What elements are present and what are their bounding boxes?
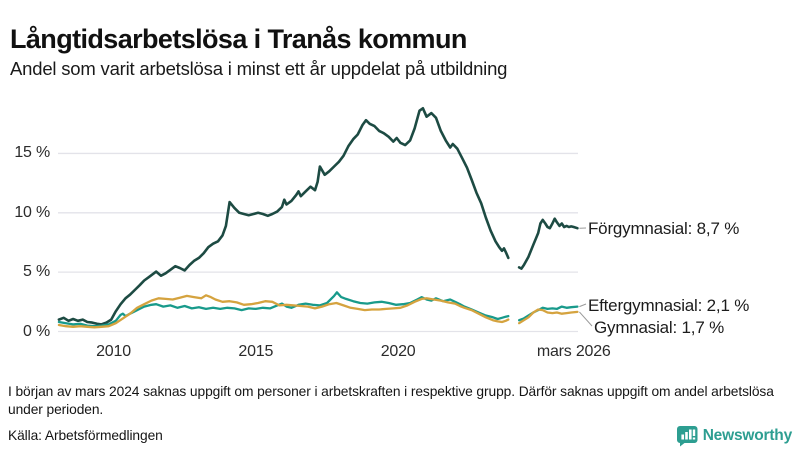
footnote: I början av mars 2024 saknas uppgift om … [8,384,774,417]
x-axis-tick-label: 2020 [380,343,416,360]
y-axis-tick-label: 0 % [23,322,50,340]
y-axis-tick-label: 10 % [14,203,50,221]
x-axis-tick-label: 2015 [238,343,274,360]
page-subtitle: Andel som varit arbetslösa i minst ett å… [10,58,508,79]
series-line-förgymnasial [517,217,579,270]
page-title: Långtidsarbetslösa i Tranås kommun [10,24,467,55]
series-line-eftergymnasial [517,305,579,322]
newsworthy-logo: Newsworthy [676,425,793,447]
y-axis-tick-label: 5 % [23,263,50,281]
label-leader-line [579,303,587,308]
series-line-gymnasial [57,294,510,329]
x-axis-tick-label: 2010 [96,343,131,360]
series-label-forgymnasial: Förgymnasial: 8,7 % [588,219,740,238]
series-line-gymnasial [517,308,579,325]
newsworthy-icon [676,426,698,447]
series-label-eftergymnasial: Eftergymnasial: 2,1 % [588,296,750,315]
label-leader-line [579,311,593,327]
series-label-gymnasial: Gymnasial: 1,7 % [594,318,725,337]
x-axis-tick-label: mars 2026 [536,343,611,360]
series-line-förgymnasial [57,107,510,326]
line-chart [57,107,593,333]
y-axis-tick-label: 15 % [14,144,50,162]
source-note: Källa: Arbetsförmedlingen [8,428,163,443]
newsworthy-wordmark: Newsworthy [702,427,793,444]
